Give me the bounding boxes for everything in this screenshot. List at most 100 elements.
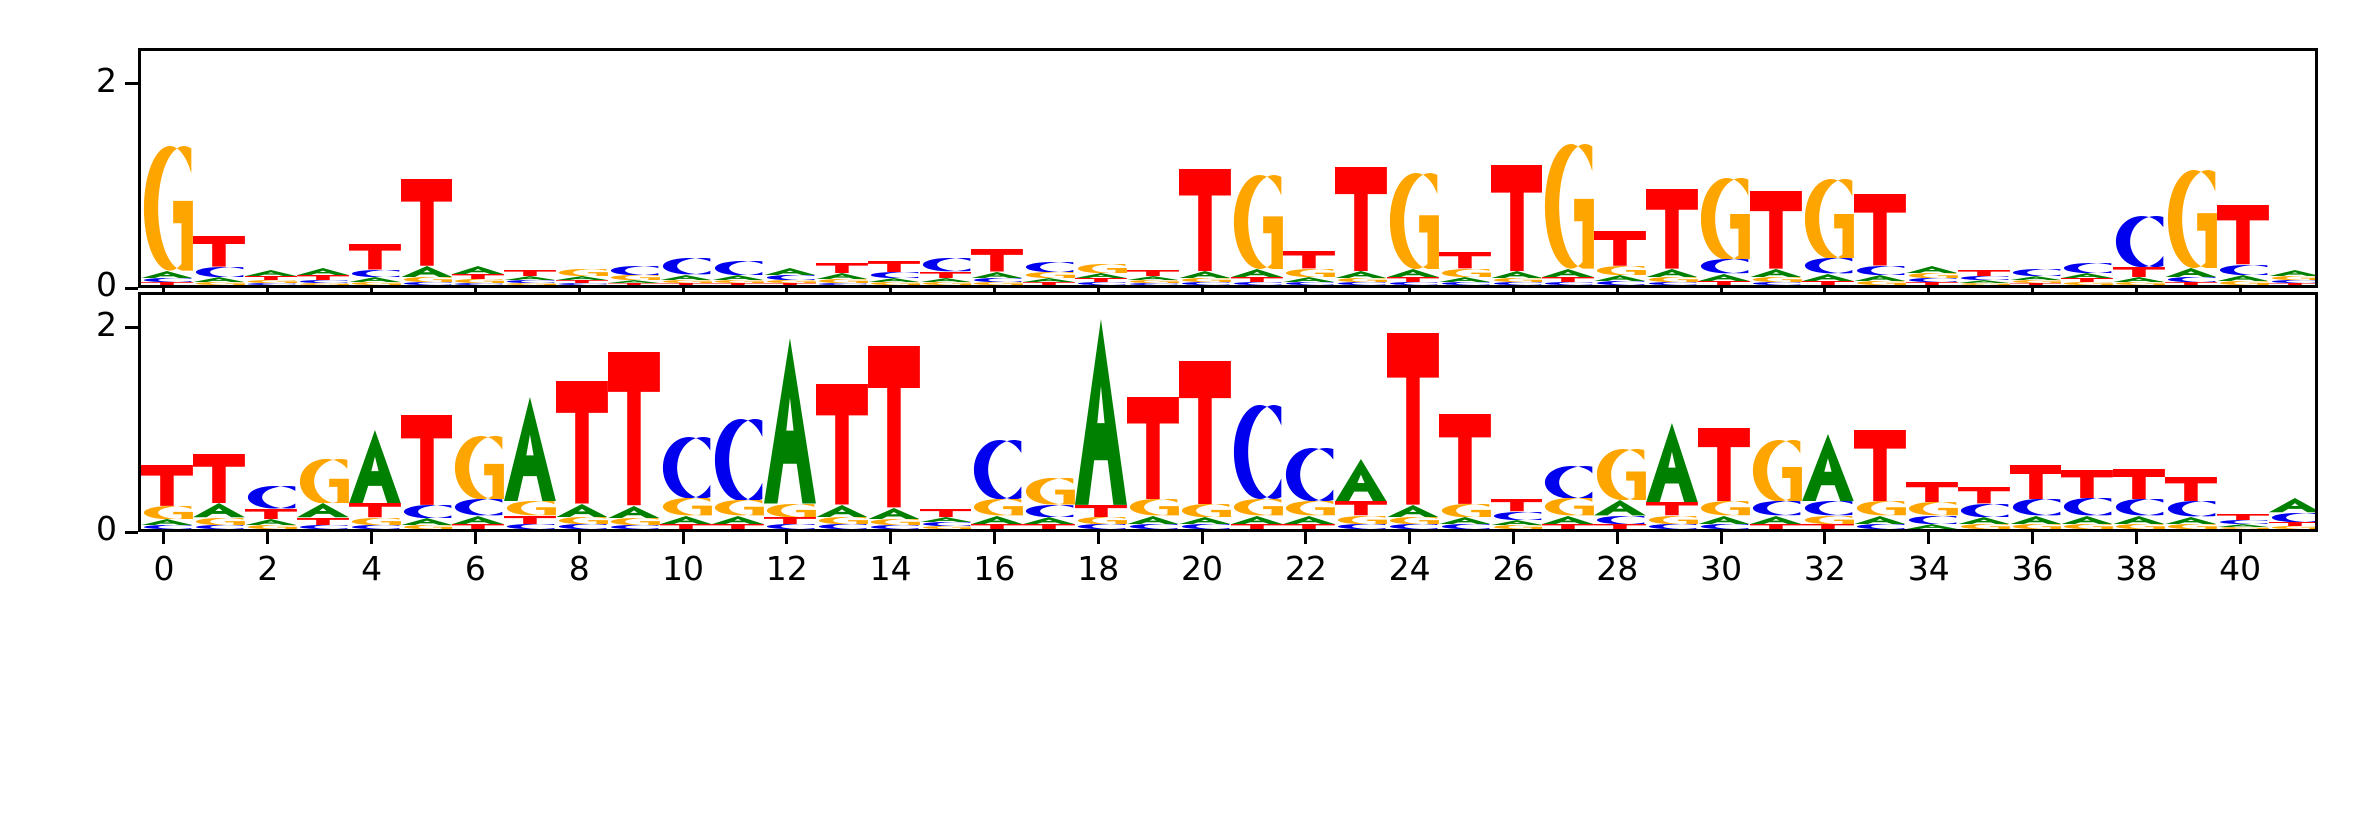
logo-stack: [1490, 295, 1543, 529]
logo-stack: [763, 295, 816, 529]
logo-letter-T: [1750, 523, 1802, 529]
logo-stack: [815, 295, 868, 529]
logo-letter-A: [1490, 270, 1543, 278]
logo-letter-C: [1594, 515, 1646, 524]
logo-letter-G: [452, 436, 505, 500]
logo-stack: [1750, 295, 1802, 529]
logo-stack: [244, 51, 297, 285]
logo-letter-T: [919, 271, 972, 278]
logo-letter-A: [660, 515, 712, 524]
logo-letter-C: [1023, 261, 1075, 272]
x-tick-mark: [1096, 532, 1100, 544]
logo-stack: [867, 51, 920, 285]
logo-letter-T: [2061, 277, 2114, 282]
logo-letter-C: [2113, 499, 2165, 516]
logo-letter-G: [504, 501, 557, 516]
logo-letter-A: [2269, 269, 2315, 276]
logo-letter-T: [1179, 360, 1231, 504]
x-tick-label: 40: [2219, 549, 2262, 588]
logo-stack: [815, 51, 868, 285]
logo-letter-C: [1958, 275, 2010, 280]
logo-letter-G: [2217, 280, 2270, 285]
logo-letter-C: [1491, 281, 1543, 285]
logo-stack: [867, 295, 920, 529]
logo-letter-C: [1231, 281, 1283, 285]
logo-letter-G: [1802, 515, 1854, 524]
logo-letter-C: [971, 440, 1023, 500]
logo-letter-A: [1334, 270, 1387, 278]
logo-letter-T: [1075, 504, 1128, 517]
logo-letter-G: [1231, 499, 1283, 516]
logo-stack: [2217, 51, 2270, 285]
logo-letter-A: [971, 271, 1024, 278]
logo-letter-T: [1542, 523, 1595, 529]
logo-letter-T: [608, 352, 661, 506]
logo-letter-A: [1542, 268, 1595, 277]
plot-axes-bottom: [138, 292, 2318, 532]
logo-stack: [1075, 295, 1128, 529]
logo-letter-C: [1179, 281, 1231, 285]
logo-letter-G: [2269, 525, 2315, 529]
logo-letter-A: [1334, 458, 1387, 502]
logo-letter-T: [1698, 280, 1751, 285]
logo-letter-C: [1906, 515, 1958, 524]
logo-letter-G: [556, 516, 609, 524]
logo-letter-A: [2217, 274, 2270, 281]
logo-stack: [1957, 51, 2010, 285]
logo-letter-G: [1387, 172, 1439, 269]
logo-letter-C: [2010, 268, 2062, 276]
logo-letter-A: [1905, 265, 1958, 273]
x-tick-label: 4: [361, 549, 383, 588]
logo-letter-C: [141, 277, 193, 282]
logo-letter-T: [1438, 252, 1491, 269]
x-tick-mark: [1927, 532, 1931, 544]
logo-letter-G: [1491, 524, 1543, 529]
logo-letter-G: [1594, 449, 1647, 501]
logo-letter-T: [763, 516, 816, 524]
x-tick-label: 18: [1077, 549, 1120, 588]
logo-stack: [660, 51, 712, 285]
logo-letter-T: [2009, 464, 2062, 500]
logo-letter-G: [920, 281, 972, 285]
logo-letter-G: [1283, 501, 1335, 516]
logo-letter-A: [919, 277, 972, 282]
logo-letter-G: [2010, 279, 2062, 283]
logo-stack: [296, 51, 349, 285]
logo-stack: [400, 295, 453, 529]
x-tick-label: 28: [1596, 549, 1639, 588]
logo-stack: [1905, 51, 1958, 285]
logo-stack: [1490, 51, 1543, 285]
logo-letter-C: [2217, 519, 2269, 524]
logo-stack: [1750, 51, 1802, 285]
x-tick-label: 26: [1492, 549, 1535, 588]
logo-letter-T: [504, 515, 557, 524]
logo-letter-A: [2061, 272, 2114, 278]
logo-letter-C: [1906, 277, 1958, 282]
x-tick-mark: [1304, 532, 1308, 544]
logo-letter-T: [1438, 413, 1491, 504]
logo-stack: [763, 51, 816, 285]
logo-stack: [1282, 295, 1335, 529]
logo-stack: [1594, 295, 1647, 529]
logo-letter-T: [867, 346, 920, 508]
logo-letter-T: [1490, 164, 1543, 271]
logo-letter-T: [1646, 502, 1699, 516]
logo-letter-T: [141, 281, 193, 285]
logo-letter-G: [1854, 501, 1906, 516]
logo-letter-C: [349, 269, 401, 277]
logo-stack: [2269, 51, 2315, 285]
logo-stack: [711, 295, 764, 529]
logo-letter-C: [1958, 503, 2010, 517]
logo-stack: [192, 51, 245, 285]
logo-letter-A: [1801, 434, 1854, 502]
x-tick-label: 16: [973, 549, 1016, 588]
logo-letter-C: [608, 524, 660, 529]
logo-letter-A: [1231, 515, 1283, 524]
logo-letter-C: [816, 282, 868, 285]
logo-stack: [1646, 51, 1699, 285]
logo-letter-A: [452, 515, 505, 524]
logo-letter-G: [1750, 440, 1802, 502]
logo-stack: [608, 51, 661, 285]
logo-letter-T: [1698, 427, 1751, 502]
logo-letter-T: [815, 262, 868, 273]
